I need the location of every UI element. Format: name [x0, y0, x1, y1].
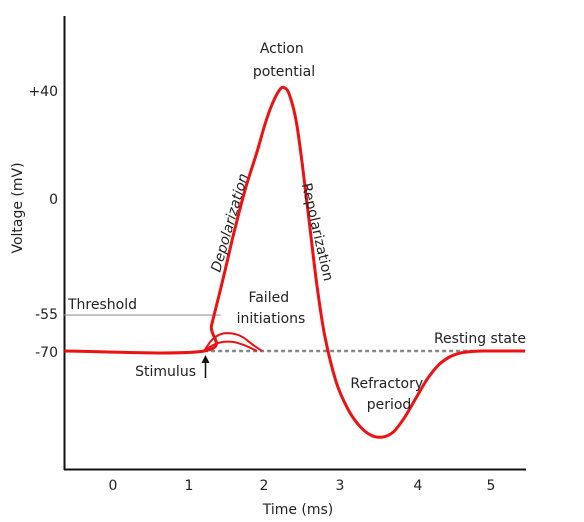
y-axis-label: Voltage (mV) — [10, 162, 26, 253]
y-tick-label: 0 — [49, 192, 58, 208]
failed-initiation-curve-2 — [203, 340, 258, 352]
x-axis-label: Time (ms) — [262, 502, 334, 518]
refractory-period-label: Refractory period — [350, 376, 427, 413]
y-tick-label: -55 — [35, 307, 58, 323]
repolarization-label: Repolarization — [298, 182, 336, 283]
x-tick-label: 3 — [336, 478, 345, 494]
action-potential-label: Action potential — [253, 41, 315, 80]
depolarization-label: Depolarization — [208, 172, 251, 274]
failed-initiation-curve-1 — [203, 332, 263, 352]
y-tick-label: +40 — [28, 84, 58, 100]
failed-initiations-label: Failed initiations — [237, 290, 306, 327]
action-potential-curve — [64, 85, 525, 439]
stimulus-arrow-icon — [201, 355, 210, 378]
x-tick-label: 2 — [260, 478, 269, 494]
x-tick-label: 4 — [414, 478, 423, 494]
x-tick-label: 0 — [109, 478, 118, 494]
x-tick-label: 1 — [185, 478, 194, 494]
threshold-label: Threshold — [67, 297, 137, 313]
x-tick-label: 5 — [487, 478, 496, 494]
resting-state-label: Resting state — [434, 331, 526, 347]
y-tick-label: -70 — [35, 345, 58, 361]
stimulus-label: Stimulus — [135, 364, 196, 380]
